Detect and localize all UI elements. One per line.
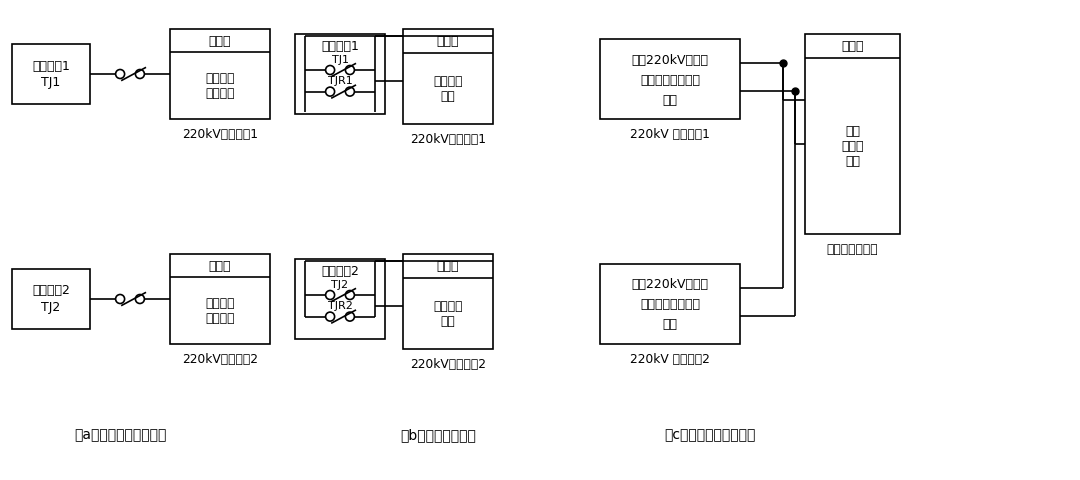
Bar (805, 35, 900, 235)
Text: 主变非电量保护: 主变非电量保护 (826, 243, 878, 256)
Text: 起动失灵
开入: 起动失灵 开入 (433, 75, 462, 103)
Text: 起动: 起动 (845, 125, 860, 138)
Text: 公共端: 公共端 (841, 40, 864, 53)
Text: 220kV母线保护1: 220kV母线保护1 (410, 133, 486, 146)
Text: 公共端: 公共端 (208, 35, 231, 48)
Text: TJ2: TJ2 (332, 279, 349, 289)
Text: 跳闸: 跳闸 (845, 155, 860, 168)
Text: 接点: 接点 (662, 93, 677, 106)
Text: 220kV母线保护2: 220kV母线保护2 (183, 353, 258, 366)
Text: 公共端: 公共端 (436, 36, 459, 48)
Text: 联跳主变各侧出口: 联跳主变各侧出口 (640, 73, 700, 86)
Bar (170, 254, 270, 344)
Text: 主变220kV侧失灵: 主变220kV侧失灵 (632, 53, 708, 66)
Text: 主变保护2: 主变保护2 (321, 265, 359, 278)
Text: 接点: 接点 (662, 318, 677, 331)
Text: 主变保护1: 主变保护1 (32, 60, 70, 72)
Text: 220kV 母线保护1: 220kV 母线保护1 (630, 128, 710, 141)
Text: 起动失灵
开入: 起动失灵 开入 (433, 300, 462, 328)
Text: 220kV母线保护2: 220kV母线保护2 (410, 358, 486, 371)
Text: （b）失灵起动回路: （b）失灵起动回路 (400, 427, 476, 441)
Bar (295, 260, 384, 339)
Text: 主变220kV侧失灵: 主变220kV侧失灵 (632, 278, 708, 291)
Text: 公共端: 公共端 (208, 259, 231, 272)
Text: TJR1: TJR1 (327, 76, 352, 86)
Text: 主变保护2: 主变保护2 (32, 284, 70, 297)
Bar (600, 40, 740, 120)
Text: 主变保护1: 主变保护1 (321, 40, 359, 53)
Text: （c）联跳主变各侧回路: （c）联跳主变各侧回路 (664, 427, 756, 441)
Text: 公共端: 公共端 (436, 260, 459, 273)
Text: 解除复压
闭锁开入: 解除复压 闭锁开入 (205, 297, 234, 324)
Bar (12, 45, 90, 105)
Text: 220kV 母线保护2: 220kV 母线保护2 (630, 353, 710, 366)
Text: 联跳主变各侧出口: 联跳主变各侧出口 (640, 298, 700, 311)
Text: 解除复压
闭锁开入: 解除复压 闭锁开入 (205, 72, 234, 100)
Bar (12, 269, 90, 329)
Bar (295, 35, 384, 115)
Text: 220kV母线保护1: 220kV母线保护1 (183, 128, 258, 141)
Text: TJ1: TJ1 (332, 55, 349, 65)
Text: TJ2: TJ2 (41, 300, 60, 313)
Bar (403, 30, 492, 125)
Bar (600, 264, 740, 344)
Text: 非电量: 非电量 (841, 140, 864, 153)
Text: （a）解除复压闭锁回路: （a）解除复压闭锁回路 (73, 427, 166, 441)
Text: TJ1: TJ1 (41, 76, 60, 89)
Text: TJR2: TJR2 (327, 301, 352, 311)
Bar (403, 254, 492, 349)
Bar (170, 30, 270, 120)
